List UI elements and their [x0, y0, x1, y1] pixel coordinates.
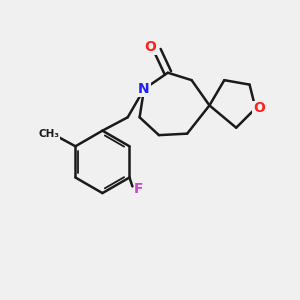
Text: O: O: [253, 101, 265, 116]
Text: F: F: [134, 182, 144, 197]
Text: N: N: [138, 82, 150, 96]
Text: O: O: [144, 40, 156, 55]
Text: CH₃: CH₃: [38, 129, 59, 140]
